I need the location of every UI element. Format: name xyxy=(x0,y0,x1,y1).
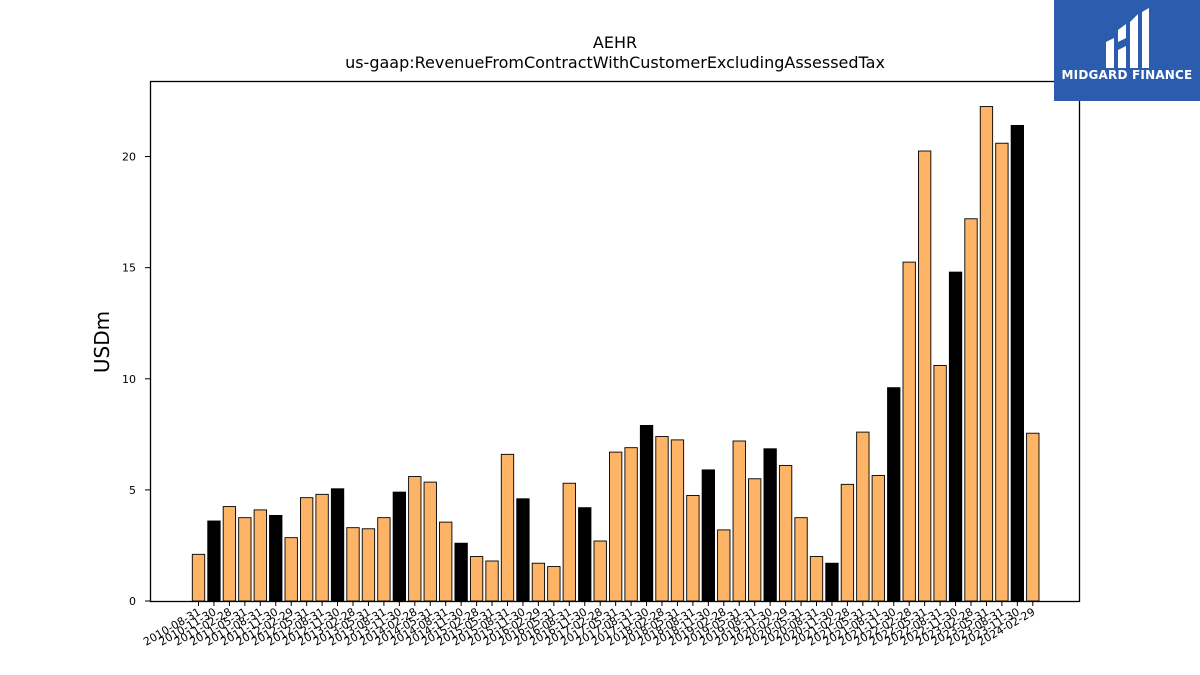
bar-2015-08-31 xyxy=(500,453,515,602)
bar-2015-05-31 xyxy=(485,560,499,602)
bar-2012-05-31 xyxy=(300,497,314,602)
brand-logo: MIDGARD FINANCE xyxy=(1054,0,1200,101)
logo-mark-icon xyxy=(1106,8,1149,68)
bar-2022-05-31 xyxy=(918,150,932,602)
bar-2019-05-31 xyxy=(732,440,746,602)
bar-2022-11-30 xyxy=(948,271,963,602)
bar-2011-02-28 xyxy=(222,506,237,602)
chart-title-block: AEHR us-gaap:RevenueFromContractWithCust… xyxy=(150,33,1080,73)
bar-2016-02-29 xyxy=(531,562,546,602)
bar-2023-05-31 xyxy=(979,106,994,602)
bar-2015-11-30 xyxy=(516,498,530,602)
bar-2011-05-31 xyxy=(238,517,252,602)
bar-2023-08-31 xyxy=(995,142,1009,602)
bar-2013-11-30 xyxy=(392,491,406,602)
y-axis-label: USDm xyxy=(90,311,114,373)
bar-2019-11-30 xyxy=(763,448,777,602)
y-tick-label: 10 xyxy=(122,373,136,386)
chart-title: AEHR xyxy=(592,33,638,52)
bar-2011-08-31 xyxy=(253,509,267,602)
bar-2021-08-31 xyxy=(871,474,885,602)
bar-2018-08-31 xyxy=(686,494,700,602)
bar-2012-08-31 xyxy=(315,493,329,602)
logo-text: MIDGARD FINANCE xyxy=(1061,68,1193,82)
bar-2010-11-30 xyxy=(207,520,221,602)
x-axis: 2010-08-312010-11-302011-02-282011-05-31… xyxy=(141,601,1037,649)
bar-2015-02-28 xyxy=(469,556,484,602)
bar-2020-05-31 xyxy=(794,517,808,602)
bars-group xyxy=(191,106,1040,602)
y-tick-label: 5 xyxy=(129,484,136,497)
bar-2022-08-31 xyxy=(933,364,947,602)
bar-2023-02-28 xyxy=(964,218,978,602)
bar-2020-11-30 xyxy=(825,562,839,602)
bar-2014-02-28 xyxy=(408,476,422,602)
bar-2018-02-28 xyxy=(655,436,669,602)
bar-2018-11-30 xyxy=(701,469,716,602)
bar-2022-02-28 xyxy=(902,261,916,602)
bar-2020-08-31 xyxy=(809,556,824,602)
bar-2017-11-30 xyxy=(639,424,654,602)
bar-2023-11-30 xyxy=(1010,124,1025,602)
plot-frame xyxy=(149,80,1081,603)
bar-2019-08-31 xyxy=(748,478,762,602)
bar-2014-11-30 xyxy=(454,542,468,602)
bar-2012-11-30 xyxy=(330,488,345,602)
bar-2016-08-31 xyxy=(562,482,576,602)
bar-2021-05-31 xyxy=(856,431,870,602)
bar-2016-11-30 xyxy=(578,507,592,602)
bar-2020-02-29 xyxy=(778,464,793,602)
bar-2024-02-29 xyxy=(1026,432,1040,602)
bar-2014-05-31 xyxy=(423,481,437,602)
bar-2010-08-31 xyxy=(191,553,206,602)
y-axis: 0 5 10 15 20 xyxy=(122,151,150,608)
bar-2013-02-28 xyxy=(346,527,360,602)
bar-2021-11-30 xyxy=(887,387,901,602)
y-tick-label: 0 xyxy=(129,595,136,608)
bar-2017-08-31 xyxy=(624,447,638,602)
bar-2018-05-31 xyxy=(670,439,685,602)
bar-2012-02-29 xyxy=(284,537,298,602)
bar-2011-11-30 xyxy=(269,514,283,602)
y-tick-label: 15 xyxy=(122,262,136,275)
chart-subtitle: us-gaap:RevenueFromContractWithCustomerE… xyxy=(345,53,885,72)
bar-2013-08-31 xyxy=(377,517,391,602)
bar-2017-02-28 xyxy=(593,540,607,602)
bar-2021-02-28 xyxy=(840,483,855,602)
bar-2017-05-31 xyxy=(609,451,623,602)
bar-2014-08-31 xyxy=(439,521,453,602)
bar-2016-05-31 xyxy=(547,566,561,602)
bar-2019-02-28 xyxy=(717,529,731,602)
bar-2013-05-31 xyxy=(361,528,376,602)
y-tick-label: 20 xyxy=(122,151,136,164)
